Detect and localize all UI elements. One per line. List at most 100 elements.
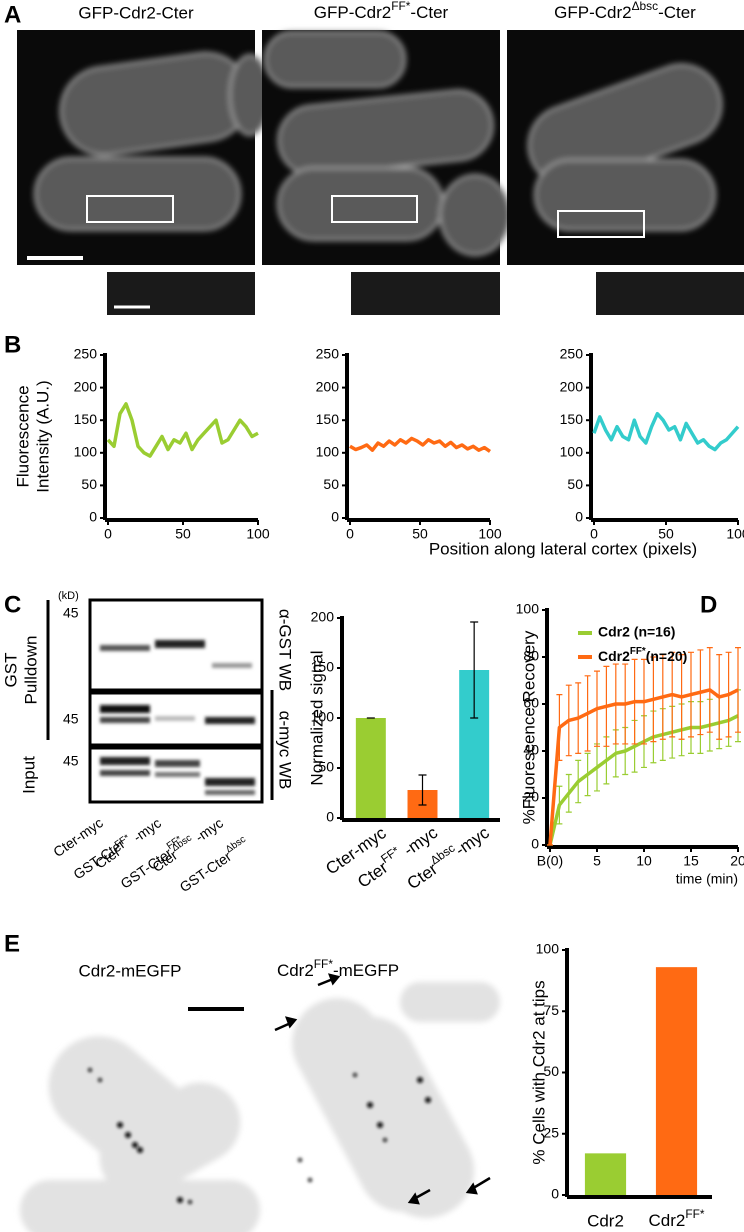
- y-tick-label: 100: [560, 444, 584, 460]
- panel-letter: B: [4, 331, 21, 358]
- western-blot: [46, 598, 274, 804]
- y-tick-label: 0: [326, 809, 334, 825]
- text-segment: GST-Cter: [176, 848, 234, 895]
- y-axis-label: %Fluorescence Recovery: [519, 630, 538, 824]
- image-title: GFP-Cdr2Δbsc-Cter: [554, 0, 696, 22]
- text-segment: Cdr2: [648, 1211, 685, 1230]
- panel-letter: D: [700, 591, 717, 618]
- inset: [107, 272, 744, 315]
- data-line: [592, 411, 740, 452]
- mw-marker: 45: [63, 753, 79, 769]
- text-segment: -Cter: [658, 3, 696, 22]
- y-tick-label: 250: [74, 346, 98, 362]
- superscript: FF*: [630, 646, 646, 657]
- y-tick-label: 50: [81, 476, 97, 492]
- y-tick-label: 0: [331, 509, 339, 525]
- mw-marker: 45: [63, 711, 79, 727]
- superscript: FF*: [685, 1207, 705, 1221]
- y-tick-label: 200: [560, 378, 584, 394]
- x-tick-label: Cdr2FF*: [648, 1207, 704, 1230]
- y-tick-label: 100: [311, 709, 335, 725]
- y-tick-label: 250: [316, 346, 340, 362]
- y-tick-label: 0: [575, 509, 583, 525]
- text-segment: -mEGFP: [333, 961, 399, 980]
- legend-label: Cdr2FF*(n=20): [598, 646, 687, 664]
- y-tick-label: 60: [523, 695, 539, 711]
- y-tick-label: 0: [551, 1186, 559, 1202]
- y-axis-label: Fluorescence: [13, 385, 32, 487]
- image-title: GFP-Cdr2-Cter: [78, 3, 194, 22]
- x-tick-label: 100: [726, 526, 744, 542]
- y-tick-label: 100: [536, 941, 560, 957]
- micrograph: [20, 973, 500, 1232]
- error-bar: [470, 621, 479, 719]
- y-tick-label: 75: [543, 1002, 559, 1018]
- text-segment: Cdr2: [598, 648, 630, 664]
- text-segment: GFP-Cdr2: [314, 3, 391, 22]
- superscript: FF*: [391, 0, 411, 13]
- text-segment: GFP-Cdr2: [554, 3, 631, 22]
- x-tick-label: 20: [730, 853, 744, 869]
- y-tick-label: 50: [543, 1063, 559, 1079]
- row-label: Pulldown: [21, 636, 40, 705]
- superscript: Δbsc: [632, 0, 659, 13]
- panel-letter: E: [4, 930, 20, 957]
- text-segment: -myc: [127, 814, 164, 847]
- text-segment: (n=20): [646, 648, 688, 664]
- bar: [355, 718, 386, 818]
- y-tick-label: 40: [523, 742, 539, 758]
- y-axis-label: Normalized signal: [307, 650, 326, 785]
- blot-label: α-GST WB: [276, 609, 295, 691]
- x-tick-label: Cdr2: [587, 1211, 624, 1230]
- x-tick-label: 50: [175, 526, 191, 542]
- y-tick-label: 200: [74, 378, 98, 394]
- panel-letter: A: [4, 1, 21, 28]
- y-tick-label: 50: [567, 476, 583, 492]
- micrograph: [17, 30, 744, 265]
- bar: [655, 967, 698, 1195]
- mw-marker: 45: [63, 605, 79, 621]
- x-tick-label: 10: [636, 853, 652, 869]
- x-tick-label: 0: [346, 526, 354, 542]
- y-tick-label: 150: [74, 411, 98, 427]
- y-tick-label: 25: [543, 1124, 559, 1140]
- x-tick-label: 100: [478, 526, 502, 542]
- text-segment: Cdr2: [277, 961, 314, 980]
- x-axis-label: Position along lateral cortex (pixels): [429, 539, 697, 558]
- text-segment: -myc: [452, 823, 493, 860]
- x-axis-label: time (min): [676, 871, 738, 887]
- superscript: Δbsc: [224, 834, 248, 856]
- y-tick-label: 50: [318, 759, 334, 775]
- legend-label: Cdr2 (n=16): [598, 624, 675, 640]
- data-line: [106, 402, 259, 458]
- data-line: [548, 688, 739, 846]
- x-tick-label: 15: [683, 853, 699, 869]
- x-tick-label: 50: [658, 526, 674, 542]
- unit-label: (kD): [58, 590, 79, 602]
- y-tick-label: 250: [560, 346, 584, 362]
- x-tick-label: B(0): [537, 853, 563, 869]
- y-tick-label: 200: [311, 609, 335, 625]
- x-tick-label: 0: [104, 526, 112, 542]
- y-tick-label: 150: [311, 659, 335, 675]
- text-segment: -Cter: [410, 3, 448, 22]
- x-tick-label: 5: [593, 853, 601, 869]
- y-tick-label: 150: [316, 411, 340, 427]
- y-tick-label: 200: [316, 378, 340, 394]
- error-bar: [418, 774, 427, 806]
- text-segment: -myc: [189, 814, 226, 847]
- image-title: Cdr2-mEGFP: [79, 961, 182, 980]
- superscript: FF*: [314, 957, 334, 971]
- bar: [584, 1153, 627, 1195]
- row-label: GST: [1, 653, 20, 688]
- x-tick-label: 50: [412, 526, 428, 542]
- row-label: Input: [19, 756, 38, 794]
- panel-letter: C: [4, 591, 21, 618]
- y-axis-label: Intensity (A.U.): [33, 380, 52, 492]
- blot-label: α-myc WB: [276, 711, 295, 790]
- y-tick-label: 100: [516, 601, 540, 617]
- y-tick-label: 100: [316, 444, 340, 460]
- y-tick-label: 80: [523, 648, 539, 664]
- y-tick-label: 150: [560, 411, 584, 427]
